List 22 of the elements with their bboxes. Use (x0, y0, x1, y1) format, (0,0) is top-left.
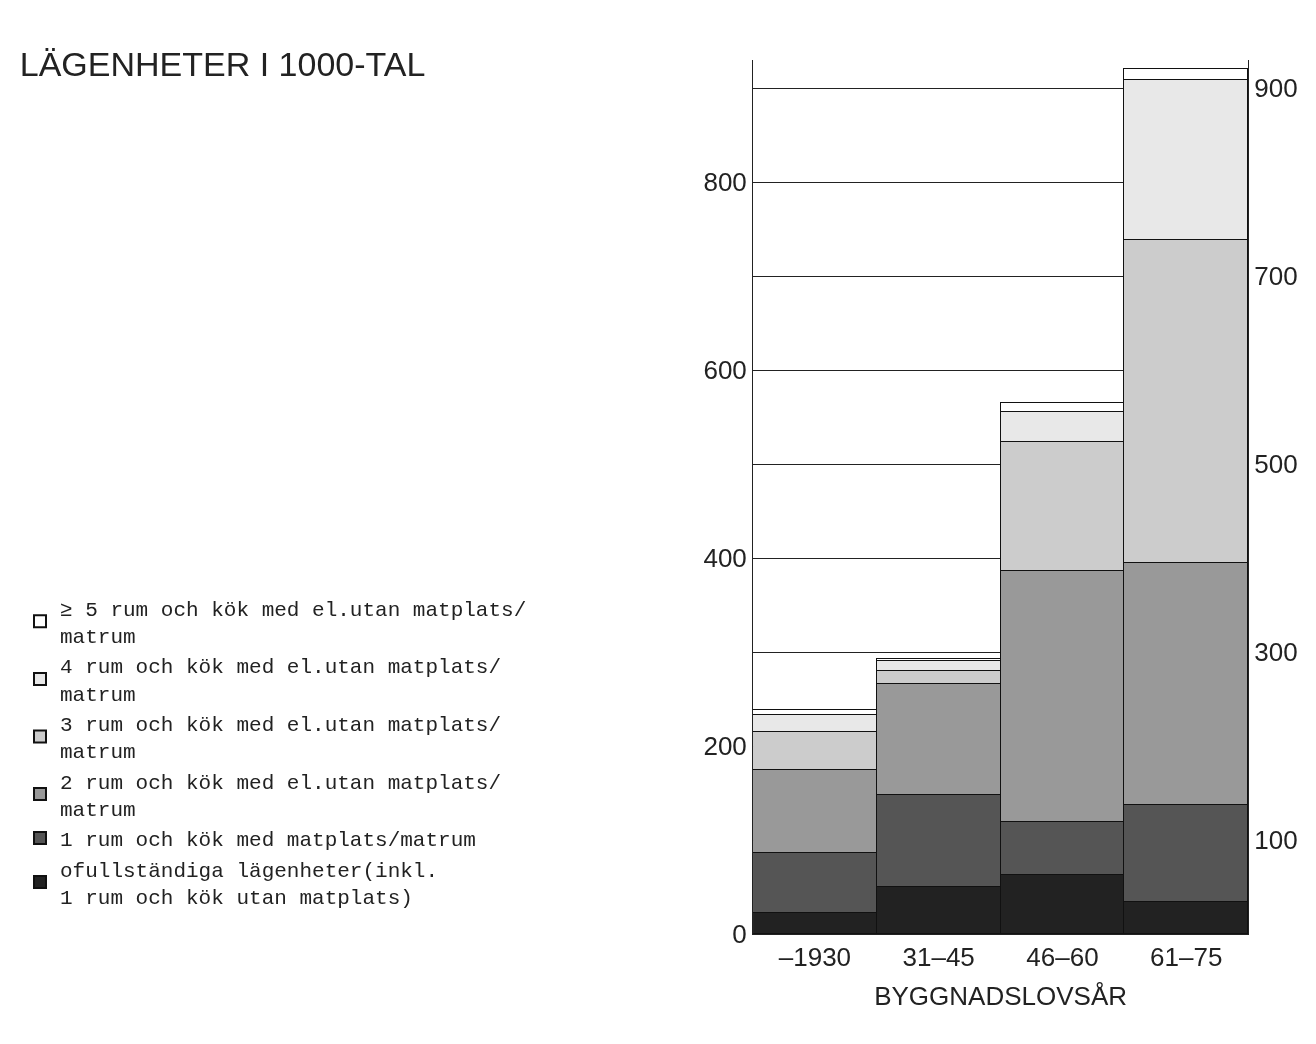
y-tick-label: 400 (703, 543, 747, 574)
legend-label: 1 rum och kök med matplats/matrum (60, 829, 476, 853)
y2-tick-label: 300 (1254, 637, 1298, 668)
x-tick-label: 31–45 (902, 942, 975, 973)
y2-tick-label: 700 (1254, 261, 1298, 292)
legend-label: 4 rum och kök med el.utan matplats/ matrum (60, 656, 502, 707)
y2-tick-label: 500 (1254, 449, 1298, 480)
legend-label: ofullständiga lägenheter(inkl. 1 rum och kök utan matplats) (60, 859, 439, 910)
y-tick-label: 200 (703, 731, 747, 762)
x-tick-label: –1930 (778, 942, 852, 973)
legend-label: 3 rum och kök med el.utan matplats/ matrum (60, 714, 502, 765)
y-tick-label: 0 (732, 919, 747, 950)
x-axis-title: BYGGNADSLOVSÅR (874, 980, 1127, 1011)
y-tick-label: 600 (703, 355, 747, 386)
x-tick-label: 61–75 (1150, 942, 1223, 973)
y-tick-label: 800 (703, 167, 747, 198)
x-tick-label: 46–60 (1026, 942, 1099, 973)
y2-tick-label: 900 (1254, 73, 1298, 104)
legend-label: ≥ 5 rum och kök med el.utan matplats/ matrum (60, 598, 527, 650)
y2-tick-label: 100 (1254, 825, 1298, 856)
legend-label: 2 rum och kök med el.utan matplats/ matrum (60, 771, 502, 822)
text: LÄGENHETER I 1000-TAL (19, 45, 426, 83)
